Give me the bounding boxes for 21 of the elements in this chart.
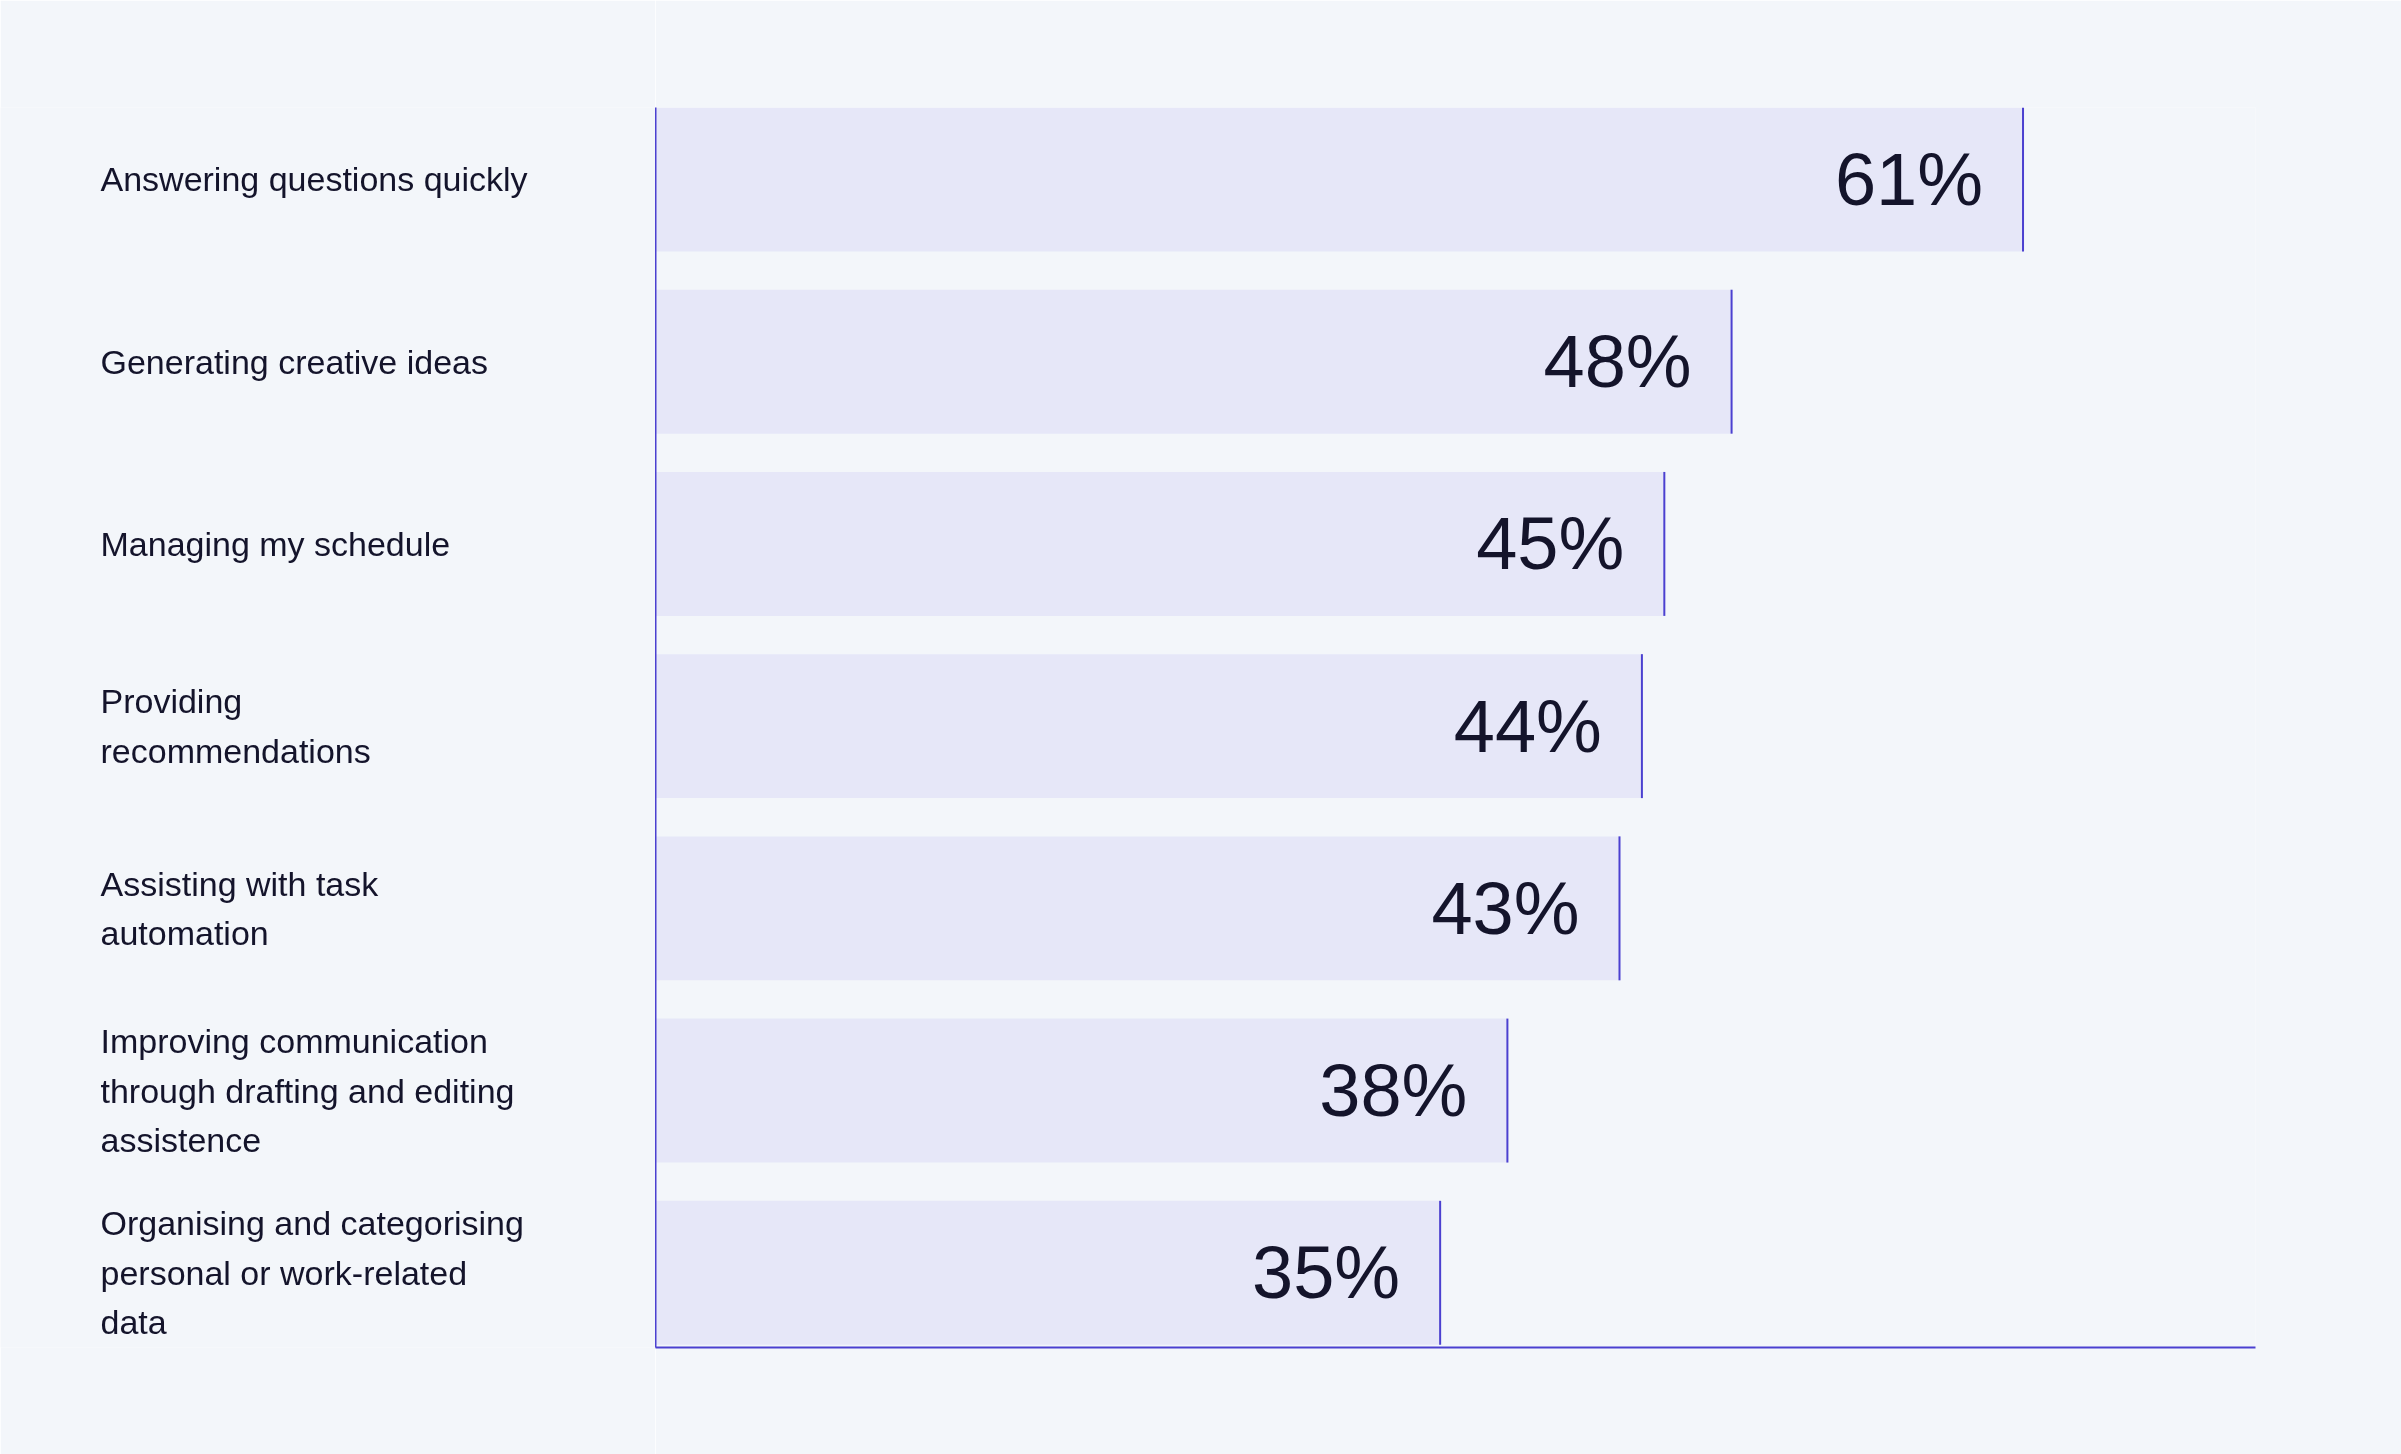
y-tick-label: Managing my schedule: [100, 524, 451, 563]
bar: [655, 107, 2024, 252]
data-label: 48%: [1543, 320, 1692, 404]
bar: [655, 471, 1665, 616]
bar: [655, 836, 1620, 981]
bar: [655, 1018, 1508, 1163]
data-label: 38%: [1319, 1049, 1468, 1133]
bar: [655, 654, 1642, 799]
data-label: 45%: [1476, 502, 1625, 586]
data-label: 44%: [1453, 684, 1602, 768]
y-tick-label: Improving communication through drafting and editing assistence: [100, 1022, 515, 1159]
data-label: 61%: [1834, 137, 1984, 221]
y-tick-label: Answering questions quickly: [100, 160, 528, 199]
bar: [655, 1200, 1441, 1345]
data-label: 43%: [1431, 866, 1580, 950]
bar: [655, 289, 1732, 434]
data-label: 35%: [1252, 1231, 1401, 1315]
y-tick-label: Providing recommendations: [100, 682, 371, 770]
y-tick-label: Organising and categorising personal or work-related data: [100, 1204, 524, 1342]
y-tick-label: Generating creative ideas: [100, 342, 488, 381]
y-tick-label: Assisting with task automation: [100, 864, 380, 953]
